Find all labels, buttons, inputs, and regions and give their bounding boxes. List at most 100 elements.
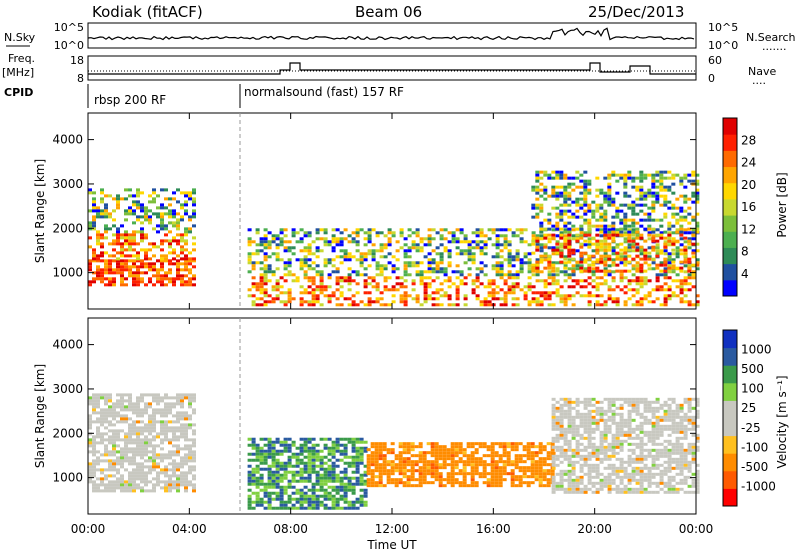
heatmap-cell (611, 173, 616, 177)
heatmap-cell (319, 273, 324, 277)
heatmap-cell (279, 485, 284, 489)
heatmap-cell (140, 396, 144, 400)
heatmap-cell (247, 482, 252, 486)
heatmap-cell (607, 264, 612, 268)
heatmap-cell (579, 487, 584, 491)
heatmap-cell (398, 466, 403, 470)
heatmap-cell (467, 240, 472, 244)
heatmap-cell (659, 251, 664, 255)
heatmap-cell (639, 209, 644, 213)
heatmap-cell (351, 455, 356, 459)
heatmap-cell (502, 466, 507, 470)
heatmap-cell (539, 188, 544, 192)
heatmap-cell (359, 458, 364, 462)
heatmap-cell (659, 418, 664, 422)
heatmap-cell (132, 438, 136, 442)
heatmap-cell (370, 469, 375, 473)
heatmap-cell (687, 282, 692, 286)
heatmap-cell (176, 486, 180, 490)
heatmap-cell (619, 430, 624, 434)
heatmap-cell (359, 479, 364, 483)
heatmap-cell (639, 297, 644, 301)
heatmap-cell (387, 237, 392, 241)
heatmap-cell (391, 255, 396, 259)
heatmap-cell (92, 441, 96, 445)
heatmap-cell (583, 421, 588, 425)
heatmap-cell (323, 285, 328, 289)
heatmap-cell (124, 230, 128, 234)
heatmap-cell (339, 479, 344, 483)
heatmap-cell (192, 396, 196, 400)
heatmap-cell (124, 489, 128, 493)
heatmap-cell (635, 291, 640, 295)
heatmap-cell (140, 414, 144, 418)
heatmap-cell (327, 297, 332, 301)
heatmap-cell (691, 273, 696, 277)
heatmap-cell (255, 252, 260, 256)
heatmap-cell (491, 264, 496, 268)
heatmap-cell (96, 483, 100, 487)
heatmap-cell (619, 230, 624, 234)
heatmap-cell (327, 464, 332, 468)
heatmap-cell (434, 454, 439, 458)
heatmap-cell (442, 484, 447, 488)
heatmap-cell (546, 481, 551, 485)
heatmap-cell (470, 481, 475, 485)
heatmap-cell (450, 472, 455, 476)
heatmap-cell (623, 460, 628, 464)
heatmap-cell (116, 444, 120, 448)
heatmap-cell (615, 487, 620, 491)
heatmap-cell (683, 209, 688, 213)
heatmap-cell (128, 265, 132, 269)
heatmap-cell (575, 439, 580, 443)
heatmap-cell (315, 458, 320, 462)
heatmap-cell (172, 426, 176, 430)
heatmap-cell (643, 490, 648, 494)
heatmap-cell (623, 291, 628, 295)
heatmap-cell (467, 252, 472, 256)
heatmap-cell (184, 191, 188, 195)
heatmap-cell (92, 420, 96, 424)
heatmap-cell (591, 481, 596, 485)
heatmap-cell (279, 237, 284, 241)
heatmap-cell (563, 270, 568, 274)
heatmap-cell (164, 486, 168, 490)
heatmap-cell (439, 282, 444, 286)
heatmap-cell (168, 468, 172, 472)
heatmap-cell (88, 477, 92, 481)
heatmap-cell (375, 261, 380, 265)
heatmap-cell (615, 245, 620, 249)
heatmap-cell (116, 471, 120, 475)
heatmap-cell (430, 481, 435, 485)
heatmap-cell (494, 463, 499, 467)
heatmap-cell (438, 484, 443, 488)
heatmap-cell (144, 251, 148, 255)
heatmap-cell (168, 268, 172, 272)
heatmap-cell (124, 265, 128, 269)
heatmap-cell (415, 264, 420, 268)
heatmap-cell (271, 440, 276, 444)
heatmap-cell (144, 444, 148, 448)
heatmap-cell (271, 476, 276, 480)
heatmap-cell (691, 445, 696, 449)
heatmap-cell (283, 249, 288, 253)
heatmap-cell (567, 221, 572, 225)
heatmap-cell (607, 397, 612, 401)
heatmap-cell (299, 240, 304, 244)
heatmap-cell (571, 188, 576, 192)
heatmap-cell (92, 483, 96, 487)
heatmap-cell (120, 459, 124, 463)
heatmap-cell (571, 484, 576, 488)
heatmap-cell (591, 403, 596, 407)
heatmap-cell (563, 264, 568, 268)
heatmap-cell (124, 236, 128, 240)
heatmap-cell (371, 285, 376, 289)
heatmap-cell (663, 236, 668, 240)
heatmap-cell (319, 291, 324, 295)
heatmap-cell (323, 237, 328, 241)
heatmap-cell (152, 212, 156, 216)
heatmap-cell (623, 260, 628, 264)
heatmap-cell (555, 445, 560, 449)
heatmap-cell (603, 481, 608, 485)
heatmap-cell (307, 461, 312, 465)
